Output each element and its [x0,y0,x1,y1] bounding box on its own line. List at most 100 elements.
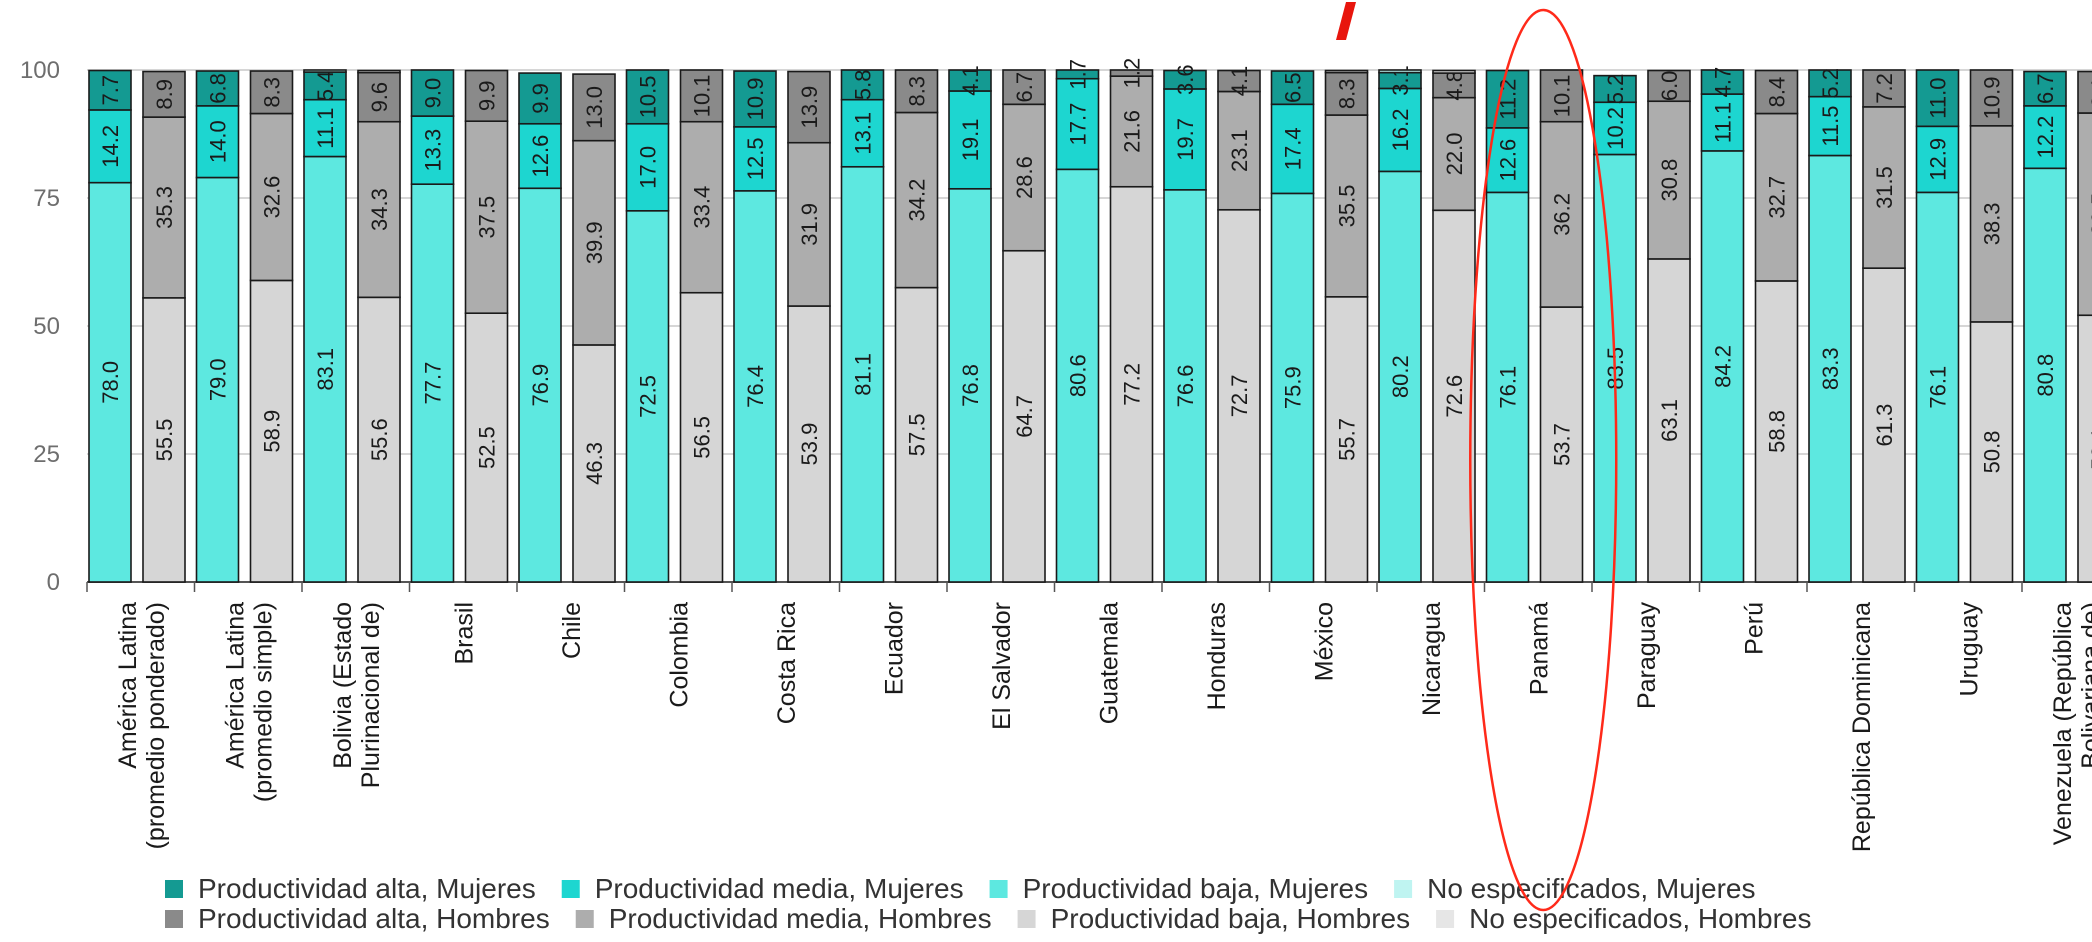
nicaragua-hombres-bar-productividad-media-segment [1432,96,1476,212]
chile-hombres-bar-productividad-alta-segment [572,73,616,142]
ecuador-hombres-bar-productividad-alta-value-label: 8.3 [905,76,930,107]
costa-rica-mujeres-bar-productividad-alta-segment [733,70,777,128]
ecuador-mujeres-bar-productividad-media-value-label: 13.1 [851,112,876,155]
y-tick-label: 50 [33,313,60,340]
republica-dominicana-hombres-bar-productividad-media-value-label: 31.5 [1872,166,1897,209]
honduras-hombres-bar-productividad-baja-segment [1217,208,1261,583]
peru-mujeres-bar-productividad-media-segment [1700,93,1745,152]
america-latina-promedio-ponderado-mujeres-bar-productividad-baja-segment [88,181,132,583]
chile-mujeres-bar-productividad-alta-value-label: 9.9 [528,83,553,114]
peru-mujeres-bar-productividad-media-value-label: 11.1 [1711,102,1736,143]
panama-mujeres-bar-productividad-baja-segment [1485,191,1530,583]
uruguay-mujeres-bar-productividad-alta-segment [1915,69,1960,128]
category-label-america-latina-promedio-simple: América Latina(promedio simple) [221,602,277,802]
category-label-america-latina-promedio-ponderado: América Latina(promedio ponderado) [114,602,170,849]
costa-rica-mujeres-bar-productividad-baja-value-label: 76.4 [743,365,768,408]
el-salvador-hombres-bar-productividad-alta-value-label: 6.7 [1012,72,1037,103]
venezuela-republica-bolivariana-de-mujeres-bar-productividad-baja-segment [2023,167,2067,583]
america-latina-promedio-simple-mujeres-bar-productividad-media-segment [195,105,240,179]
y-tick-label: 75 [33,185,60,212]
chile-mujeres-bar-productividad-baja-segment [518,187,562,583]
guatemala-mujeres-bar-productividad-baja-value-label: 80.6 [1066,354,1091,397]
el-salvador-hombres-bar-productividad-media-value-label: 28.6 [1012,156,1037,199]
peru-hombres-bar-productividad-media-value-label: 32.7 [1765,176,1790,219]
category-label-colombia: Colombia [665,602,693,708]
ecuador-hombres-bar-productividad-baja-segment [894,286,939,583]
colombia-mujeres-bar-productividad-alta-value-label: 10.5 [636,75,661,118]
legend-swatch-productividad-media-mujeres [561,880,580,898]
category-label-line: Nicaragua [1418,602,1446,716]
republica-dominicana-mujeres-bar-productividad-alta-value-label: 5.2 [1818,68,1843,99]
legend-label-productividad-baja-hombres: Productividad baja, Hombres [1051,903,1411,934]
legend-swatch-productividad-alta-mujeres [165,880,183,898]
venezuela-republica-bolivariana-de-mujeres-bar-productividad-alta-value-label: 6.7 [2033,73,2058,104]
guatemala-mujeres-bar-productividad-media-value-label: 17.7 [1066,103,1091,146]
chile-hombres-bar-productividad-baja-value-label: 46.3 [582,442,607,485]
america-latina-promedio-ponderado-mujeres-bar-productividad-alta-value-label: 7.7 [98,75,123,106]
y-tick-label: 100 [20,57,60,84]
panama-mujeres-bar-productividad-alta-segment [1485,69,1530,129]
category-label-mexico: México [1310,602,1338,681]
costa-rica-hombres-bar-productividad-baja-segment [787,305,831,583]
mexico-mujeres-bar-productividad-alta-segment [1270,70,1315,106]
chile-mujeres-bar-productividad-media-value-label: 12.6 [528,135,553,178]
uruguay-hombres-bar-productividad-alta-value-label: 10.9 [1980,76,2005,119]
bolivia-estado-plurinacional-de-hombres-bar-productividad-media-value-label: 34.3 [367,188,392,231]
nicaragua-hombres-bar-productividad-media-value-label: 22.0 [1442,133,1467,176]
colombia-hombres-bar-productividad-baja-value-label: 56.5 [690,416,715,459]
honduras-hombres-bar-productividad-baja-value-label: 72.7 [1227,374,1252,417]
y-tick-label: 25 [33,441,60,468]
legend-label-productividad-alta-hombres: Productividad alta, Hombres [198,903,550,934]
honduras-mujeres-bar-productividad-alta-value-label: 3.6 [1173,64,1198,95]
el-salvador-hombres-bar-productividad-baja-value-label: 64.7 [1012,395,1037,438]
paraguay-mujeres-bar-productividad-media-value-label: 10.2 [1603,107,1628,150]
category-label-line: América Latina [221,602,249,769]
guatemala-hombres-bar-productividad-media-value-label: 21.6 [1120,110,1145,153]
costa-rica-hombres-bar-productividad-baja-value-label: 53.9 [797,423,822,466]
panama-mujeres-bar-productividad-media-value-label: 12.6 [1496,139,1521,182]
panama-hombres-bar-productividad-alta-value-label: 10.1 [1550,74,1575,117]
category-label-venezuela-republica-bolivariana-de: Venezuela (RepúblicaBolivariana de) [2049,602,2092,845]
honduras-mujeres-bar-productividad-alta-segment [1163,69,1207,90]
category-label-el-salvador: El Salvador [988,602,1016,730]
bolivia-estado-plurinacional-de-mujeres-bar-productividad-baja-value-label: 83.1 [313,348,338,391]
colombia-mujeres-bar-productividad-baja-value-label: 72.5 [636,375,661,418]
paraguay-hombres-bar-productividad-alta-segment [1647,69,1691,103]
republica-dominicana-mujeres-bar-productividad-baja-value-label: 83.3 [1818,347,1843,390]
colombia-mujeres-bar-productividad-media-value-label: 17.0 [636,146,661,189]
legend-label-no-especificados-hombres: No especificados, Hombres [1469,903,1811,934]
america-latina-promedio-simple-mujeres-bar-productividad-media-value-label: 14.0 [206,120,231,163]
mexico-hombres-bar-no-especificados-segment [1324,69,1369,74]
category-label-line: El Salvador [988,602,1016,730]
category-label-honduras: Honduras [1203,602,1231,710]
panama-hombres-bar-productividad-alta-segment [1539,69,1584,123]
america-latina-promedio-simple-mujeres-bar-productividad-alta-value-label: 6.8 [206,73,231,104]
venezuela-republica-bolivariana-de-hombres-bar-productividad-alta-segment [2077,70,2092,114]
category-label-line: Uruguay [1955,602,1983,697]
mexico-hombres-bar-productividad-baja-value-label: 55.7 [1335,418,1360,461]
category-label-guatemala: Guatemala [1095,602,1123,724]
paraguay-hombres-bar-productividad-media-segment [1647,100,1691,260]
ecuador-mujeres-bar-productividad-alta-segment [840,69,885,101]
brasil-mujeres-bar-productividad-alta-value-label: 9.0 [421,78,446,109]
legend-swatch-productividad-baja-hombres [1017,910,1036,928]
el-salvador-mujeres-bar-productividad-media-value-label: 19.1 [958,118,983,161]
mexico-hombres-bar-productividad-alta-segment [1324,71,1369,116]
costa-rica-hombres-bar-productividad-media-value-label: 31.9 [797,203,822,246]
brasil-hombres-bar-productividad-baja-value-label: 52.5 [475,426,500,469]
costa-rica-hombres-bar-productividad-alta-value-label: 13.9 [797,86,822,129]
category-label-costa-rica: Costa Rica [773,602,801,724]
honduras-hombres-bar-productividad-media-segment [1217,90,1261,211]
chile-hombres-bar-productividad-alta-value-label: 13.0 [582,86,607,129]
category-label-bolivia-estado-plurinacional-de: Bolivia (EstadoPlurinacional de) [329,602,385,788]
brasil-mujeres-bar-productividad-media-segment [410,115,455,185]
republica-dominicana-mujeres-bar-productividad-alta-segment [1808,69,1852,98]
mexico-hombres-bar-productividad-baja-segment [1324,296,1369,583]
costa-rica-mujeres-bar-productividad-media-value-label: 12.5 [743,137,768,180]
legend-label-productividad-media-mujeres: Productividad media, Mujeres [595,873,964,904]
category-label-line: Honduras [1203,602,1231,710]
chile-hombres-bar-productividad-media-value-label: 39.9 [582,221,607,264]
legend-swatch-productividad-media-hombres [575,910,594,928]
category-label-line: Perú [1740,602,1768,655]
paraguay-mujeres-bar-productividad-alta-value-label: 5.2 [1603,74,1628,105]
